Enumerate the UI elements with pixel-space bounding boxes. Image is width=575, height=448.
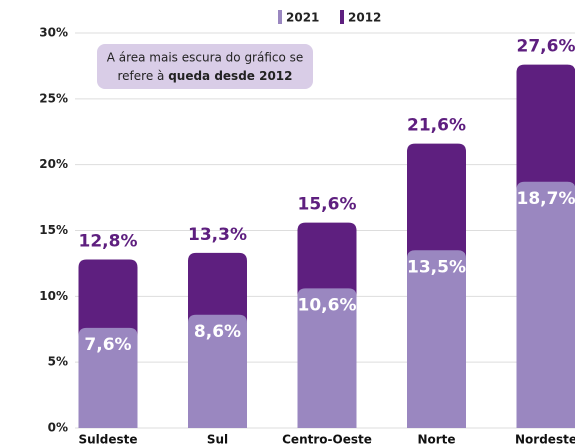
legend-label: 2021 bbox=[286, 11, 319, 25]
value-label: 12,8% bbox=[79, 231, 138, 251]
x-tick-label: Norte bbox=[417, 433, 455, 447]
value-label: 13,5% bbox=[407, 257, 466, 277]
legend-swatch bbox=[278, 10, 282, 24]
bar bbox=[297, 288, 357, 428]
value-label: 21,6% bbox=[407, 116, 466, 136]
value-label: 10,6% bbox=[298, 295, 357, 315]
value-label: 27,6% bbox=[517, 37, 575, 57]
y-tick-label: 10% bbox=[39, 289, 68, 303]
annotation-box bbox=[97, 44, 313, 89]
y-tick-label: 5% bbox=[48, 355, 68, 369]
y-tick-label: 30% bbox=[39, 26, 68, 40]
legend-label: 2012 bbox=[348, 11, 381, 25]
value-label: 7,6% bbox=[84, 335, 131, 355]
y-tick-label: 15% bbox=[39, 223, 68, 237]
x-tick-label: Sul bbox=[207, 433, 228, 447]
x-tick-label: Centro-Oeste bbox=[282, 433, 372, 447]
x-tick-label: Nordeste bbox=[515, 433, 575, 447]
annotation-text: refere à queda desde 2012 bbox=[117, 69, 292, 83]
bar bbox=[188, 314, 247, 428]
annotation-text: A área mais escura do gráfico se bbox=[107, 51, 304, 65]
value-label: 13,3% bbox=[188, 225, 247, 245]
value-label: 8,6% bbox=[194, 322, 241, 342]
x-tick-label: Suldeste bbox=[78, 433, 137, 447]
y-tick-label: 20% bbox=[39, 157, 68, 171]
bar bbox=[78, 327, 138, 428]
y-tick-label: 0% bbox=[48, 421, 68, 435]
value-label: 18,7% bbox=[517, 189, 575, 209]
bar bbox=[516, 181, 575, 428]
bar bbox=[407, 250, 466, 428]
annotation-text: refere à bbox=[117, 69, 168, 83]
legend-swatch bbox=[340, 10, 344, 24]
y-tick-label: 25% bbox=[39, 91, 68, 105]
value-label: 15,6% bbox=[298, 195, 357, 215]
annotation-bold: queda desde 2012 bbox=[168, 69, 292, 83]
